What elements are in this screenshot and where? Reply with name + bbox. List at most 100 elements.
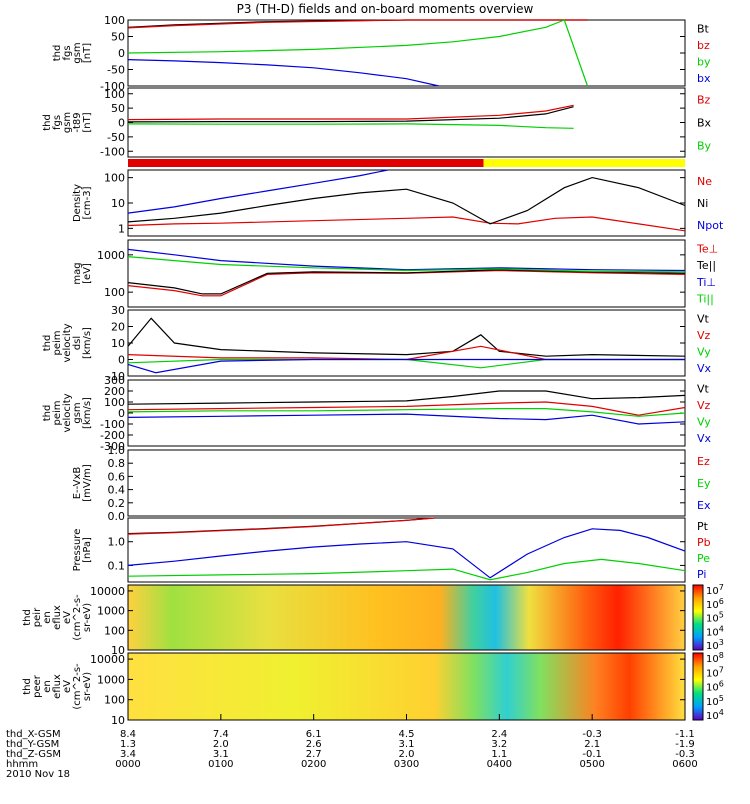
x-row-label: 2010 Nov 18 bbox=[6, 769, 70, 780]
legend-Bz: Bz bbox=[697, 94, 711, 107]
legend-bx: bx bbox=[697, 72, 711, 85]
y-label-line: eV bbox=[62, 680, 73, 693]
y-tick-label: -100 bbox=[100, 418, 125, 431]
colorbar-label: 104 bbox=[706, 624, 724, 638]
y-axis-label: mag[eV] bbox=[72, 262, 93, 284]
panels: 100500-50-100thdfgsgsm[nT]Btbzbybx100500… bbox=[22, 14, 724, 727]
y-axis-label: thdpeirenefluxeV(cm^2-s-sr-eV) bbox=[22, 594, 93, 641]
y-label-line: thd bbox=[52, 45, 63, 62]
series-Ni bbox=[127, 176, 686, 225]
y-tick-label: 0 bbox=[118, 407, 125, 420]
series-Vx bbox=[127, 358, 685, 374]
y-axis-label: E--VxB[mV/m] bbox=[72, 464, 93, 502]
y-tick-label: -50 bbox=[107, 131, 125, 144]
y-tick-label: 100 bbox=[104, 694, 125, 707]
y-label-line: Pressure bbox=[72, 529, 83, 572]
y-tick-label: 10 bbox=[111, 197, 125, 210]
y-tick-label: 0 bbox=[118, 117, 125, 130]
x-tick-label: -1.1 bbox=[675, 729, 695, 740]
y-label-line: thd bbox=[42, 335, 53, 352]
y-tick-label: 1000 bbox=[97, 673, 125, 686]
series-bz bbox=[127, 19, 588, 29]
panel-frame bbox=[127, 449, 686, 517]
y-axis-label: Pressure[nPa] bbox=[72, 529, 93, 572]
panel-velocity_dsl: 30 20 10 0 -10 thdpeimvelocitydsl[km/s] Vt Vz Vy… bbox=[42, 304, 712, 383]
x-tick-label: 6.1 bbox=[306, 729, 322, 740]
legend-Vy: Vy bbox=[697, 415, 711, 428]
y-axis-label: thdfgsgsm-t89[nT] bbox=[42, 112, 93, 133]
y-label-line: [km/s] bbox=[82, 397, 93, 429]
y-tick-label: 0 bbox=[118, 47, 125, 60]
y-tick-label: 100 bbox=[104, 286, 125, 299]
colorbar-peir bbox=[692, 584, 704, 651]
y-label-line: peim bbox=[52, 330, 63, 355]
colorbar-label: 103 bbox=[706, 638, 724, 652]
y-tick-label: 1.0 bbox=[108, 444, 126, 457]
x-row-label: hhmm bbox=[6, 759, 38, 770]
panel-frame bbox=[127, 309, 686, 377]
y-tick-label: 200 bbox=[104, 385, 125, 398]
plot-title: P3 (TH-D) fields and on-board moments ov… bbox=[237, 2, 534, 16]
legend-Bt: Bt bbox=[697, 22, 710, 35]
legend-Pi: Pi bbox=[697, 568, 706, 581]
series-Vt bbox=[127, 317, 686, 357]
y-label-line: peir bbox=[32, 607, 43, 627]
legend-Vz: Vz bbox=[697, 399, 711, 412]
x-row-label: thd_X-GSM bbox=[6, 729, 61, 740]
y-label-line: eflux bbox=[52, 674, 63, 699]
y-tick-label: -100 bbox=[100, 80, 125, 93]
panel-efield: 1.00.80.60.40.20.0 E--VxB[mV/m] Ez Ey Ex bbox=[72, 444, 711, 523]
y-label-line: sr-eV) bbox=[82, 672, 93, 701]
series-Vy bbox=[127, 358, 685, 369]
panel-pressure: 1.0 0.1 Pressure[nPa] Pt Pb Pe Pi bbox=[72, 517, 711, 583]
series-Bx bbox=[127, 106, 574, 123]
series-Te⊥ bbox=[127, 269, 686, 297]
series-Vz bbox=[127, 401, 686, 416]
legend-Pe: Pe bbox=[697, 552, 710, 565]
y-tick-label: 0.8 bbox=[108, 457, 126, 470]
series-Ti|| bbox=[127, 256, 686, 273]
y-label-line: [cm-3] bbox=[82, 186, 93, 219]
legend-Pb: Pb bbox=[697, 536, 711, 549]
legend-Ti⊥: Ti⊥ bbox=[696, 276, 716, 289]
x-tick-label: 0400 bbox=[487, 759, 512, 770]
colorbar-label: 108 bbox=[706, 651, 724, 665]
y-label-line: thd bbox=[22, 609, 33, 626]
colorbar-label: 106 bbox=[706, 597, 724, 611]
x-tick-label: 3.1 bbox=[213, 749, 229, 760]
x-tick-label: 0000 bbox=[115, 759, 140, 770]
y-label-line: [eV] bbox=[82, 263, 93, 284]
x-tick-label: -0.3 bbox=[675, 749, 695, 760]
y-tick-label: 100 bbox=[104, 14, 125, 27]
legend-Vx: Vx bbox=[697, 362, 712, 375]
y-label-line: dsl bbox=[72, 336, 83, 350]
x-tick-label: 0500 bbox=[579, 759, 604, 770]
x-tick-label: 0200 bbox=[301, 759, 326, 770]
legend-Ti||: Ti|| bbox=[696, 293, 714, 306]
colorbar-label: 107 bbox=[706, 665, 724, 679]
panel-mode bbox=[128, 159, 685, 167]
y-label-line: mag bbox=[72, 262, 83, 284]
y-label-line: thd bbox=[22, 678, 33, 695]
y-label-line: [mV/m] bbox=[82, 464, 93, 502]
panel-frame bbox=[127, 19, 686, 87]
x-tick-label: 1.3 bbox=[120, 739, 136, 750]
y-label-line: (cm^2-s- bbox=[72, 663, 83, 710]
series-Vy bbox=[127, 408, 686, 417]
legend-Pt: Pt bbox=[697, 520, 709, 533]
colorbar-label: 105 bbox=[706, 611, 724, 625]
y-tick-label: 50 bbox=[111, 31, 125, 44]
y-label-line: gsm bbox=[72, 42, 83, 63]
y-tick-label: 10000 bbox=[90, 653, 125, 666]
y-tick-label: 10 bbox=[111, 714, 125, 727]
y-label-line: peer bbox=[32, 674, 43, 698]
x-tick-label: 2.4 bbox=[491, 729, 507, 740]
y-tick-label: 100 bbox=[104, 624, 125, 637]
colorbar-label: 107 bbox=[706, 583, 724, 597]
y-label-line: E--VxB bbox=[72, 467, 83, 500]
legend-Ex: Ex bbox=[697, 499, 711, 512]
panel-fgs: 100 50 0 -50 -100 thdfgsgsm[nT] Bt bz by bx bbox=[52, 14, 711, 93]
x-tick-label: -1.9 bbox=[675, 739, 695, 750]
y-tick-label: 1.0 bbox=[108, 536, 126, 549]
